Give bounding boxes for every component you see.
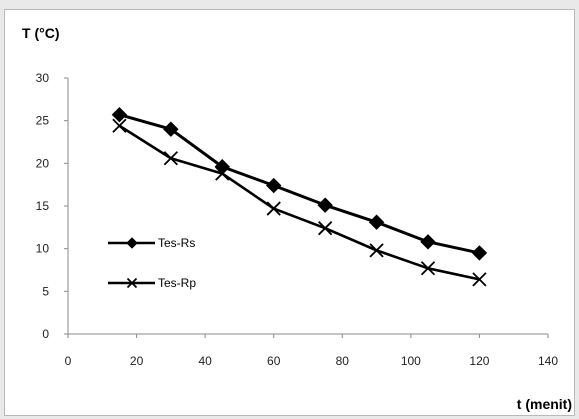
x-axis-title: t (menit) [517, 396, 572, 412]
legend: Tes-Rs Tes-Rp [108, 236, 196, 290]
x-tick-label: 100 [401, 354, 421, 368]
legend-marker-1 [126, 277, 138, 289]
x-tick-label: 120 [469, 354, 489, 368]
series-line-1 [118, 124, 480, 281]
data-point-1 [163, 151, 178, 166]
data-point-1 [369, 243, 384, 258]
series-line-0 [119, 113, 480, 255]
data-point-0 [317, 197, 333, 213]
data-point-1 [266, 201, 281, 216]
y-axis-title: T (°C) [22, 25, 59, 41]
legend-marker-0 [126, 237, 138, 249]
x-tick-label: 140 [538, 354, 558, 368]
y-tick-label: 20 [36, 156, 50, 170]
series-layer [111, 106, 488, 287]
x-ticks: 0 20 40 60 80 100 120 140 [65, 334, 558, 368]
y-tick-label: 5 [42, 284, 49, 298]
y-tick-label: 0 [42, 327, 49, 341]
data-point-0 [111, 106, 128, 123]
x-tick-label: 0 [65, 354, 72, 368]
legend-label: Tes-Rs [158, 236, 195, 250]
data-point-1 [472, 272, 487, 287]
y-tick-label: 30 [36, 71, 50, 85]
data-point-1 [420, 261, 436, 276]
x-tick-label: 60 [267, 354, 281, 368]
x-tick-label: 20 [130, 354, 144, 368]
data-point-0 [266, 177, 282, 194]
data-point-0 [420, 234, 436, 250]
data-point-1 [112, 118, 127, 133]
y-ticks: 0 5 10 15 20 25 30 [36, 71, 68, 341]
data-point-1 [318, 221, 333, 236]
data-point-0 [471, 245, 488, 261]
x-tick-label: 40 [198, 354, 212, 368]
data-point-0 [368, 214, 385, 230]
data-point-0 [163, 121, 179, 137]
chart-area [4, 9, 575, 416]
data-point-1 [215, 166, 230, 181]
y-tick-label: 10 [36, 242, 50, 256]
x-tick-label: 80 [336, 354, 350, 368]
y-tick-label: 15 [36, 199, 50, 213]
y-tick-label: 25 [36, 114, 50, 128]
legend-label: Tes-Rp [158, 276, 196, 290]
